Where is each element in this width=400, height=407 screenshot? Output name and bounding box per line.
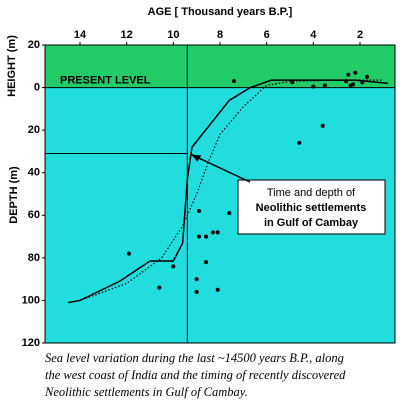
point [290,80,295,85]
point [311,84,316,89]
x-tick-label: 8 [217,29,223,41]
y-tick-label: 60 [28,209,40,221]
annotation-text: in Gulf of Cambay [264,217,359,229]
x-tick-label: 14 [74,29,87,41]
arrow-head [191,154,202,162]
y-label-top: HEIGHT (m) [6,35,18,97]
point [215,230,220,235]
annotation-box [237,179,386,235]
point [320,123,325,128]
point [215,287,220,292]
caption: Neolithic settlements in Gulf of Cambay. [44,385,248,399]
point [194,277,199,282]
caption: the west coast of India and the timing o… [45,368,346,382]
chart-title: AGE [ Thousand years B.P.] [148,6,293,18]
plot-frame [44,44,396,344]
x-tick-label: 10 [167,29,179,41]
series-line [68,79,384,304]
point [365,74,369,79]
point [232,79,236,84]
y-tick-label: 0 [34,81,40,93]
caption: Sea level variation during the last ~145… [45,351,344,365]
series-line [68,79,389,304]
point [353,70,358,75]
point [211,230,215,235]
x-tick-label: 6 [264,29,270,41]
x-tick-label: 2 [357,29,363,41]
point [197,234,201,239]
point [171,264,176,269]
point [197,209,201,214]
point [127,251,131,256]
point [157,285,162,290]
point [346,72,351,77]
y-label: DEPTH (m) [8,166,20,224]
band-label: PRESENT LEVEL [60,74,151,86]
point [360,80,365,85]
point [227,211,232,216]
point [323,83,327,88]
y-tick-label: 20 [28,124,40,136]
y-tick-label: 40 [28,167,40,179]
y-tick-label: 100 [22,294,40,306]
annotation-text: Neolithic settlements [256,202,367,214]
y-tick-label: 20 [28,39,40,51]
x-tick-label: 4 [310,29,317,41]
point [351,82,355,87]
point [204,260,208,265]
y-tick-label: 120 [22,337,40,349]
x-tick-label: 12 [121,29,133,41]
point [344,79,348,84]
y-tick-label: 80 [28,252,40,264]
point [194,289,199,294]
point [297,140,302,145]
annotation-text: Time and depth of [267,187,356,199]
point [204,234,208,239]
annotation-arrow [191,153,251,183]
